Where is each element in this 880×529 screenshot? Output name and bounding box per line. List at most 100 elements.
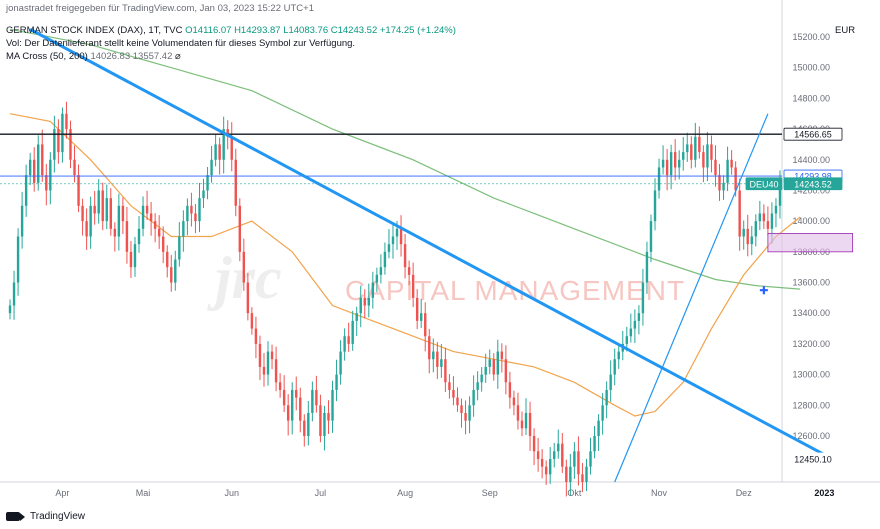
x-tick-label: Okt [567,488,582,498]
candle-body [532,435,536,452]
x-tick-label: Apr [55,488,69,498]
candle-body [605,389,608,406]
candle-body [403,244,407,268]
watermark-text: CAPITAL MANAGEMENT [345,275,685,306]
candle-body [214,144,217,160]
candle-body [319,405,322,436]
candle-body [714,159,717,176]
candle-body [476,382,479,390]
candle-body [307,412,310,436]
candle-body [504,359,508,383]
candle-body [762,213,766,222]
candle-body [686,144,689,153]
y-tick-label: 13400.00 [792,308,830,318]
candle-body [472,389,475,406]
candle-body [492,359,495,375]
candle-body [565,466,568,482]
candle-body [145,205,149,214]
candle-body [359,297,362,314]
y-tick-label: 12800.00 [792,400,830,410]
candle-body [226,129,229,137]
candle-body [266,351,270,375]
candle-body [65,113,68,130]
candle-body [117,205,121,237]
candle-body [754,221,758,237]
price-label-text: DEU40 [749,179,778,189]
candle-body [77,175,80,206]
candle-body [274,359,278,383]
candle-body [464,412,467,421]
candle-body [766,221,770,229]
candle-body [673,152,677,168]
candle-body [641,282,645,314]
candle-body [742,228,745,237]
ma-settings-icon[interactable]: ⌀ [175,51,181,62]
candle-body [315,389,318,406]
candle-body [222,129,225,160]
candle-body [625,336,629,344]
candle-body [750,236,753,245]
price-label-text: 12450.10 [794,454,832,464]
candle-body [282,389,286,406]
candle-body [436,351,439,367]
candle-body [544,466,548,475]
candle-body [246,282,250,314]
price-label-text: 14293.98 [794,172,832,182]
candle-body [327,412,330,421]
candle-body [690,144,693,160]
candle-body [496,351,500,375]
candle-body [617,351,620,360]
candle-body [85,221,88,237]
candle-body [278,382,282,390]
y-tick-label: 14400.00 [792,155,830,165]
candle-body [24,175,28,206]
candle-body [49,159,52,191]
candle-body [730,159,733,168]
y-tick-label: 13200.00 [792,339,830,349]
candle-body [391,236,395,245]
candle-body [653,190,657,222]
uptrend-line [614,113,769,483]
tradingview-logo[interactable]: TradingView [6,511,85,522]
candle-body [286,405,290,421]
candle-body [101,190,104,222]
candle-body [153,221,157,229]
candle-body [295,389,298,398]
candle-body [194,213,197,222]
candle-body [299,397,302,421]
candle-body [520,420,524,429]
x-tick-label: Nov [651,488,668,498]
share-attribution: jonastradet freigegeben für TradingView.… [6,3,314,14]
candle-body [157,228,161,237]
candle-body [97,190,100,214]
candle-body [432,351,435,360]
ma-cross-legend[interactable]: MA Cross (50, 200) 14026.83 13557.42 ⌀ [6,51,181,62]
x-tick-label: Dez [736,488,753,498]
candle-body [218,144,221,160]
symbol-name[interactable]: GERMAN STOCK INDEX (DAX), 1T, TVC [6,25,183,36]
candle-body [387,244,391,252]
candle-body [726,159,729,183]
candle-body [444,359,447,383]
candle-body [174,259,177,283]
candle-body [178,236,181,260]
candle-body [665,159,669,176]
x-tick-label: Aug [397,488,413,498]
candle-body [93,205,96,214]
candle-body [597,420,600,436]
candle-body [677,159,681,168]
candle-body [778,183,782,206]
candle-body [28,159,32,176]
candle-body [573,451,576,467]
candle-body [540,458,544,467]
candle-body [395,228,399,237]
candle-body [508,382,512,398]
candle-body [69,129,72,160]
candle-body [254,328,258,344]
candle-body [133,244,137,268]
candle-body [516,405,520,421]
candle-body [89,205,92,237]
price-label-box [745,177,783,191]
